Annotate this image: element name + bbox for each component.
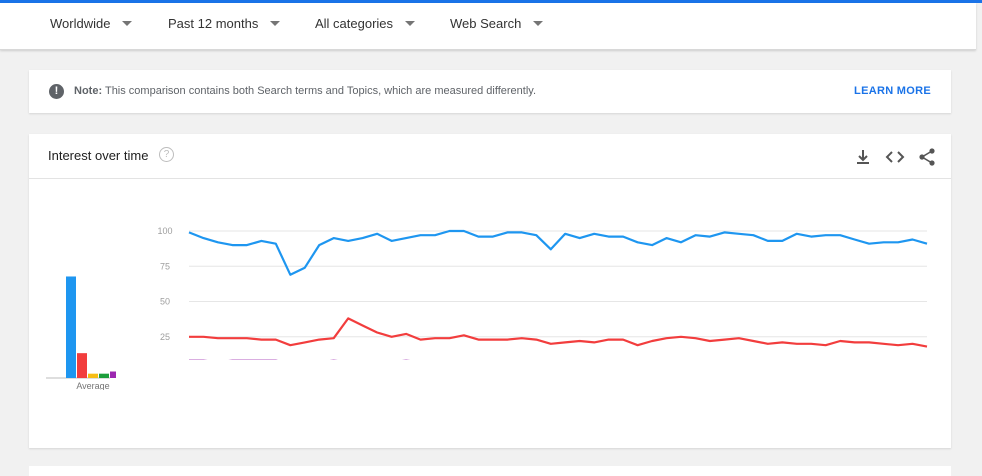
series-line-blue [188, 229, 928, 276]
y-tick-label: 25 [160, 332, 170, 342]
card-title: Interest over time [48, 148, 149, 163]
note-label: Note: [74, 85, 103, 97]
note-message: This comparison contains both Search ter… [104, 85, 537, 97]
filter-bar: Worldwide Past 12 months All categories … [0, 3, 976, 50]
exclamation-icon: ! [49, 84, 64, 99]
series-line-red [189, 317, 928, 348]
top-accent-bar [0, 0, 982, 3]
help-icon[interactable]: ? [159, 147, 174, 162]
time-range-label: Past 12 months [168, 16, 259, 31]
search-type-dropdown[interactable]: Web Search [450, 16, 544, 31]
average-bar-blue [66, 276, 76, 378]
note-text: Note: This comparison contains both Sear… [74, 85, 536, 97]
average-label: Average [76, 381, 109, 390]
next-card [29, 466, 951, 476]
interest-line-chart: 100755025Nov 5, 2017Mar 11, 2018Jul 15, … [157, 226, 928, 360]
card-header: Interest over time ? [29, 134, 951, 179]
region-label: Worldwide [50, 16, 111, 31]
caret-down-icon [533, 21, 544, 26]
share-icon[interactable] [917, 147, 937, 167]
average-bar-green [99, 373, 109, 378]
interest-over-time-card: Interest over time ? Average 100755025No… [29, 134, 951, 448]
y-tick-label: 100 [157, 226, 172, 236]
time-range-dropdown[interactable]: Past 12 months [168, 16, 281, 31]
average-bar-purple [110, 371, 116, 378]
caret-down-icon [270, 21, 281, 26]
y-tick-label: 75 [160, 261, 170, 271]
caret-down-icon [122, 21, 133, 26]
region-dropdown[interactable]: Worldwide [50, 16, 133, 31]
embed-icon[interactable] [885, 147, 905, 167]
category-label: All categories [315, 16, 394, 31]
search-type-label: Web Search [450, 16, 522, 31]
download-icon[interactable] [853, 147, 873, 167]
average-bar-yellow [88, 373, 98, 378]
y-tick-label: 50 [160, 297, 170, 307]
learn-more-link[interactable]: LEARN MORE [854, 85, 931, 97]
note-card: ! Note: This comparison contains both Se… [29, 70, 951, 113]
average-bar-chart: Average [46, 276, 116, 390]
caret-down-icon [405, 21, 416, 26]
average-bar-red [77, 353, 87, 378]
category-dropdown[interactable]: All categories [315, 16, 416, 31]
